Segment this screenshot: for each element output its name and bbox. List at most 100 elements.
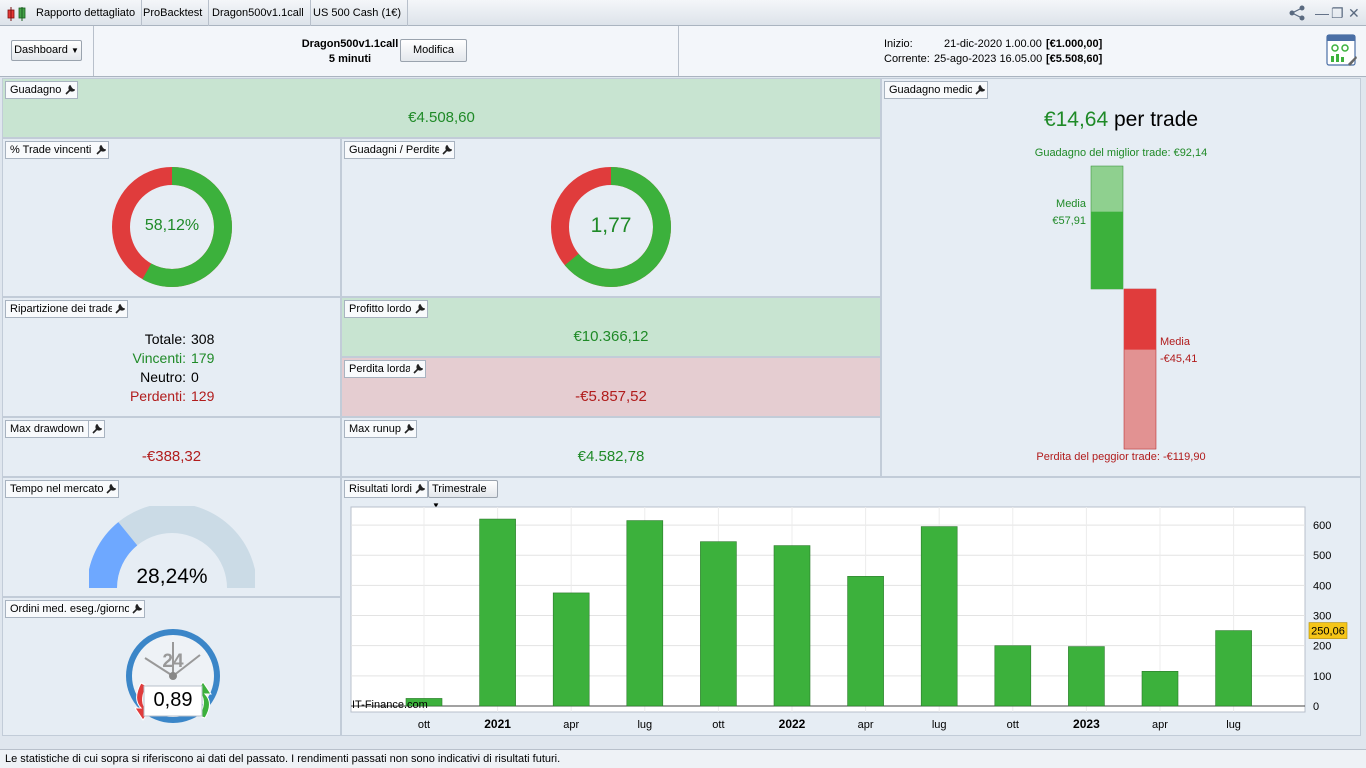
start-date: 21-dic-2020 1.00.00 bbox=[944, 38, 1042, 50]
report-settings-icon[interactable] bbox=[1326, 34, 1358, 68]
average-gain-amount: €14,64 bbox=[1043, 108, 1109, 131]
tab-probacktest[interactable]: ProBacktest bbox=[137, 0, 210, 26]
start-label: Inizio: bbox=[884, 38, 913, 50]
bar bbox=[920, 526, 958, 707]
wrench-icon[interactable] bbox=[93, 141, 109, 159]
trade-breakdown-panel: Ripartizione dei trade Totale: Vincenti:… bbox=[2, 297, 341, 417]
average-win-label: Media bbox=[1056, 197, 1086, 210]
gain-loss-arc bbox=[551, 167, 671, 287]
time-in-market-panel: Tempo nel mercato 28,24% bbox=[2, 477, 341, 597]
wrench-icon[interactable] bbox=[89, 420, 105, 438]
y-tick-label: 200 bbox=[1313, 641, 1331, 653]
max-drawdown-value: -€388,32 bbox=[141, 448, 202, 465]
profit-panel: Guadagno €4.508,60 bbox=[2, 78, 881, 138]
wrench-icon[interactable] bbox=[412, 480, 428, 498]
trade-breakdown-title: Ripartizione dei trade bbox=[5, 300, 119, 318]
average-win-bar bbox=[1091, 211, 1123, 289]
gain-loss-donut bbox=[551, 167, 671, 287]
y-tick-label: 400 bbox=[1313, 580, 1331, 592]
share-icon[interactable] bbox=[1288, 5, 1308, 21]
y-tick-label: 0 bbox=[1313, 701, 1319, 713]
total-label: Totale: bbox=[144, 331, 186, 347]
max-runup-title: Max runup bbox=[344, 420, 406, 438]
worst-trade-label: Perdita del peggior trade: -€119,90 bbox=[1036, 451, 1206, 463]
bar bbox=[773, 545, 811, 707]
y-tick-label: 600 bbox=[1313, 520, 1331, 532]
max-runup-panel: Max runup €4.582,78 bbox=[341, 417, 881, 477]
x-tick-label: apr bbox=[563, 719, 579, 731]
wrench-icon[interactable] bbox=[112, 300, 128, 318]
x-tick-label: apr bbox=[1152, 719, 1168, 731]
wrench-icon[interactable] bbox=[410, 360, 426, 378]
bar bbox=[479, 518, 516, 707]
tab-instrument[interactable]: US 500 Cash (1€) bbox=[307, 0, 409, 26]
wrench-icon[interactable] bbox=[972, 81, 988, 99]
win-rate-donut bbox=[112, 167, 232, 287]
modify-button[interactable]: Modifica bbox=[400, 39, 467, 62]
time-in-market-title: Tempo nel mercato bbox=[5, 480, 109, 498]
restore-icon[interactable]: ❐ bbox=[1331, 5, 1344, 21]
max-drawdown-title: Max drawdown bbox=[5, 420, 89, 438]
average-gain-bars bbox=[1090, 165, 1157, 450]
period-dropdown[interactable]: Trimestrale ▼ bbox=[428, 480, 498, 510]
period-label: Trimestrale bbox=[432, 483, 487, 495]
disclaimer-footer: Le statistiche di cui sopra si riferisco… bbox=[0, 749, 1366, 768]
tab-bar: Rapporto dettagliato ProBacktest Dragon5… bbox=[0, 0, 1366, 26]
clock-label: 24 bbox=[162, 651, 184, 672]
x-tick-label: ott bbox=[418, 719, 430, 731]
orders-per-day-panel: Ordini med. eseg./giorno 24 0,89 bbox=[2, 597, 341, 736]
tab-detailed-report[interactable]: Rapporto dettagliato bbox=[30, 0, 143, 26]
x-tick-label: 2021 bbox=[484, 717, 511, 731]
x-tick-label: lug bbox=[932, 719, 947, 731]
wrench-icon[interactable] bbox=[62, 81, 78, 99]
breakdown-values: 308 179 0 129 bbox=[191, 330, 214, 406]
wrench-icon[interactable] bbox=[129, 600, 145, 618]
tab-strategy[interactable]: Dragon500v1.1call bbox=[206, 0, 311, 26]
bar bbox=[1215, 630, 1252, 707]
y-tick-label: 500 bbox=[1313, 550, 1331, 562]
current-value: [€5.508,60] bbox=[1046, 53, 1103, 65]
gross-profit-title: Profitto lordo bbox=[344, 300, 417, 318]
win-rate-value: 58,12% bbox=[144, 217, 200, 234]
dashboard-dropdown[interactable]: Dashboard ▼ bbox=[11, 40, 82, 61]
gross-profit-value: €10.366,12 bbox=[573, 328, 649, 345]
x-tick-label: lug bbox=[1226, 719, 1241, 731]
gain-loss-panel: Guadagni / Perdite 1,77 bbox=[341, 138, 881, 297]
x-tick-label: 2022 bbox=[779, 717, 806, 731]
wrench-icon[interactable] bbox=[401, 420, 417, 438]
minimize-icon[interactable]: — bbox=[1315, 5, 1329, 21]
average-gain-panel: Guadagno medio €14,64 per trade Guadagno… bbox=[881, 78, 1361, 477]
close-icon[interactable]: ✕ bbox=[1348, 5, 1360, 21]
bar bbox=[700, 541, 737, 707]
win-rate-panel: % Trade vincenti 58,12% bbox=[2, 138, 341, 297]
average-win-value: €57,91 bbox=[1052, 214, 1086, 227]
losing-value: 129 bbox=[191, 388, 215, 404]
bar bbox=[626, 520, 664, 707]
average-gain-suffix: per trade bbox=[1108, 108, 1199, 131]
wrench-icon[interactable] bbox=[439, 141, 455, 159]
profit-value: €4.508,60 bbox=[408, 109, 475, 126]
orders-per-day-value: 0,89 bbox=[153, 689, 193, 711]
losing-label: Perdenti: bbox=[129, 388, 186, 404]
average-loss-bar bbox=[1124, 289, 1156, 350]
x-tick-label: lug bbox=[637, 719, 652, 731]
neutral-label: Neutro: bbox=[140, 369, 186, 385]
average-loss-label: Media bbox=[1160, 335, 1190, 348]
gross-results-chart: 0 100 200 300 400 500 600 ott 2021 apr lug ott 2022 a… bbox=[350, 506, 1348, 731]
wrench-icon[interactable] bbox=[103, 480, 119, 498]
timeframe: 5 minuti bbox=[328, 53, 372, 65]
current-label: Corrente: bbox=[884, 53, 930, 65]
dashboard-label: Dashboard bbox=[14, 44, 68, 56]
x-tick-label: apr bbox=[858, 719, 874, 731]
start-value: [€1.000,00] bbox=[1046, 38, 1103, 50]
x-tick-label: 2023 bbox=[1073, 717, 1100, 731]
bar bbox=[405, 698, 443, 707]
time-in-market-value: 28,24% bbox=[136, 565, 208, 588]
bar bbox=[847, 576, 884, 707]
wrench-icon[interactable] bbox=[412, 300, 428, 318]
average-loss-value: -€45,41 bbox=[1160, 352, 1198, 365]
gross-loss-title: Perdita lorda bbox=[344, 360, 417, 378]
win-rate-title: % Trade vincenti bbox=[5, 141, 97, 159]
bar bbox=[552, 592, 590, 707]
last-value-label: 250,06 bbox=[1311, 626, 1345, 638]
